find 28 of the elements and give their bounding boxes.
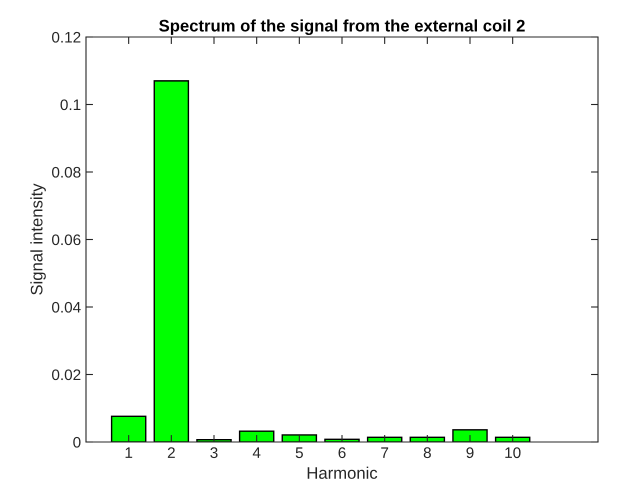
- y-tick-label: 0.02: [52, 369, 80, 380]
- x-tick-label: 7: [381, 447, 388, 458]
- chart-title: Spectrum of the signal from the external coil 2: [159, 19, 525, 35]
- x-tick-label: 3: [210, 447, 218, 458]
- x-tick-label: 4: [252, 447, 260, 458]
- y-tick-label: 0.12: [52, 32, 80, 43]
- y-tick-label: 0.06: [52, 234, 80, 246]
- x-tick-label: 5: [296, 447, 303, 458]
- x-tick-label: 6: [338, 447, 346, 458]
- x-tick-label: 9: [466, 447, 474, 458]
- bar: [110, 416, 146, 442]
- x-tick-label: 1: [126, 447, 132, 458]
- bar: [238, 430, 274, 442]
- bar: [366, 436, 402, 442]
- x-axis-title: Harmonic: [308, 466, 378, 479]
- bar: [494, 436, 530, 442]
- bar: [154, 80, 190, 442]
- bar: [452, 429, 488, 442]
- y-axis-title: Signal intensity: [30, 183, 46, 295]
- y-tick-label: 0: [73, 436, 81, 448]
- bar: [282, 434, 318, 442]
- y-tick-label: 0.08: [52, 166, 80, 178]
- y-tick-label: 0.04: [52, 302, 81, 313]
- x-tick-label: 2: [168, 447, 175, 458]
- x-tick-label: 8: [424, 447, 431, 458]
- y-tick-label: 0.1: [60, 99, 80, 110]
- x-tick-label: 10: [505, 447, 521, 458]
- bar: [410, 436, 446, 442]
